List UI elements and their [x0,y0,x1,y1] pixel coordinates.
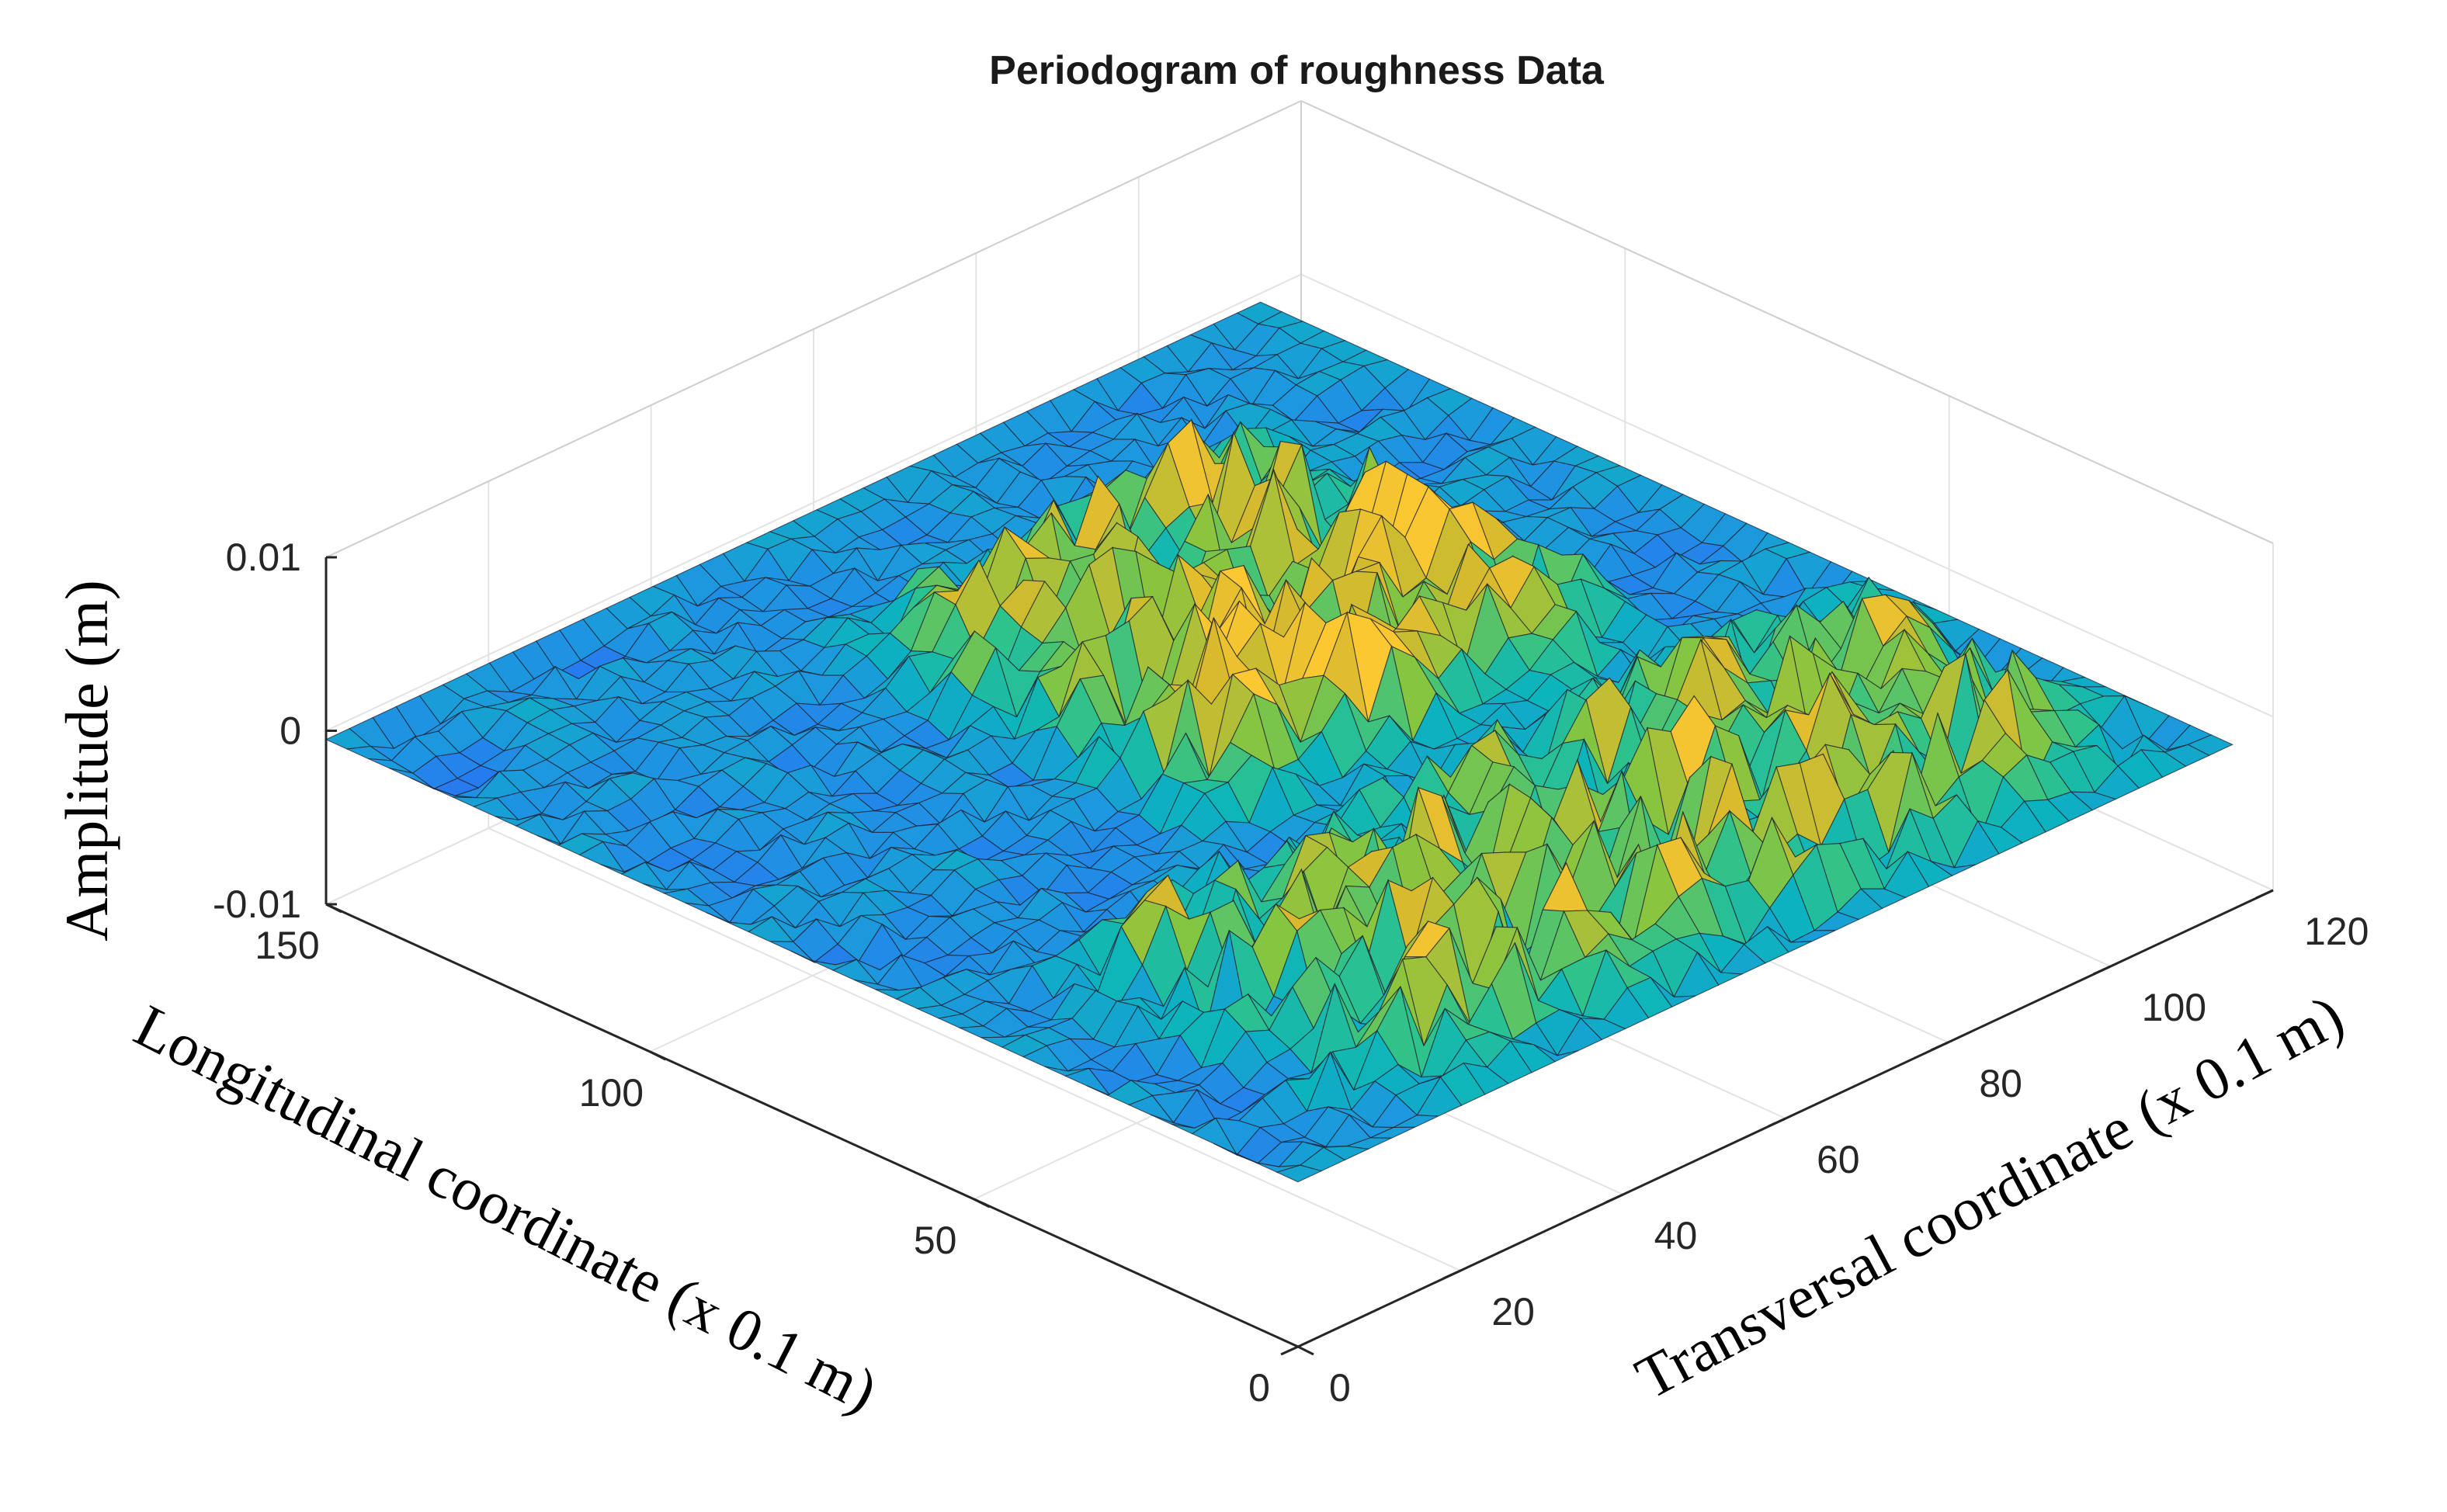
y-tick-mark [1442,1269,1461,1280]
x-tick-mark [649,1050,667,1061]
grid-line [1300,273,2274,718]
x-tick-label: 150 [255,924,319,967]
y-tick-label: 20 [1491,1290,1535,1333]
z-tick-label: 0 [279,709,301,753]
y-tick-mark [1930,1041,1949,1052]
z-axis-title: Amplitude (m) [53,580,120,942]
z-tick-label: -0.01 [213,883,301,926]
y-tick-label: 0 [1329,1366,1351,1410]
y-tick-label: 120 [2304,910,2369,953]
y-tick-label: 40 [1654,1214,1698,1257]
x-tick-mark [973,1198,991,1209]
x-tick-mark [325,903,342,914]
box-edge [1300,100,2274,544]
y-tick-mark [2093,965,2112,976]
grid-line [325,273,1302,732]
y-tick-label: 60 [1817,1138,1860,1181]
chart-title: Periodogram of roughness Data [989,48,1605,93]
x-axis-line [325,903,1299,1348]
tick-labels: -0.01 0 0.01 0 50 100 150 0 20 40 60 80 100 120 [213,536,2369,1410]
surface-mesh [325,301,2234,1183]
y-tick-label: 80 [1979,1062,2022,1105]
grid-line [488,827,1461,1271]
axes [325,556,2274,1356]
x-tick-mark [1297,1345,1314,1356]
y-tick-mark [1605,1193,1624,1204]
box-edge [325,100,1302,558]
y-tick-label: 100 [2142,986,2206,1029]
z-tick-label: 0.01 [226,536,301,579]
surface-patch [1276,1164,1323,1183]
y-tick-mark [2255,889,2274,900]
x-tick-label: 0 [1248,1366,1270,1410]
y-tick-mark [1768,1117,1786,1128]
x-tick-label: 50 [914,1219,957,1262]
x-tick-label: 100 [579,1071,644,1115]
y-tick-mark [1280,1345,1299,1356]
